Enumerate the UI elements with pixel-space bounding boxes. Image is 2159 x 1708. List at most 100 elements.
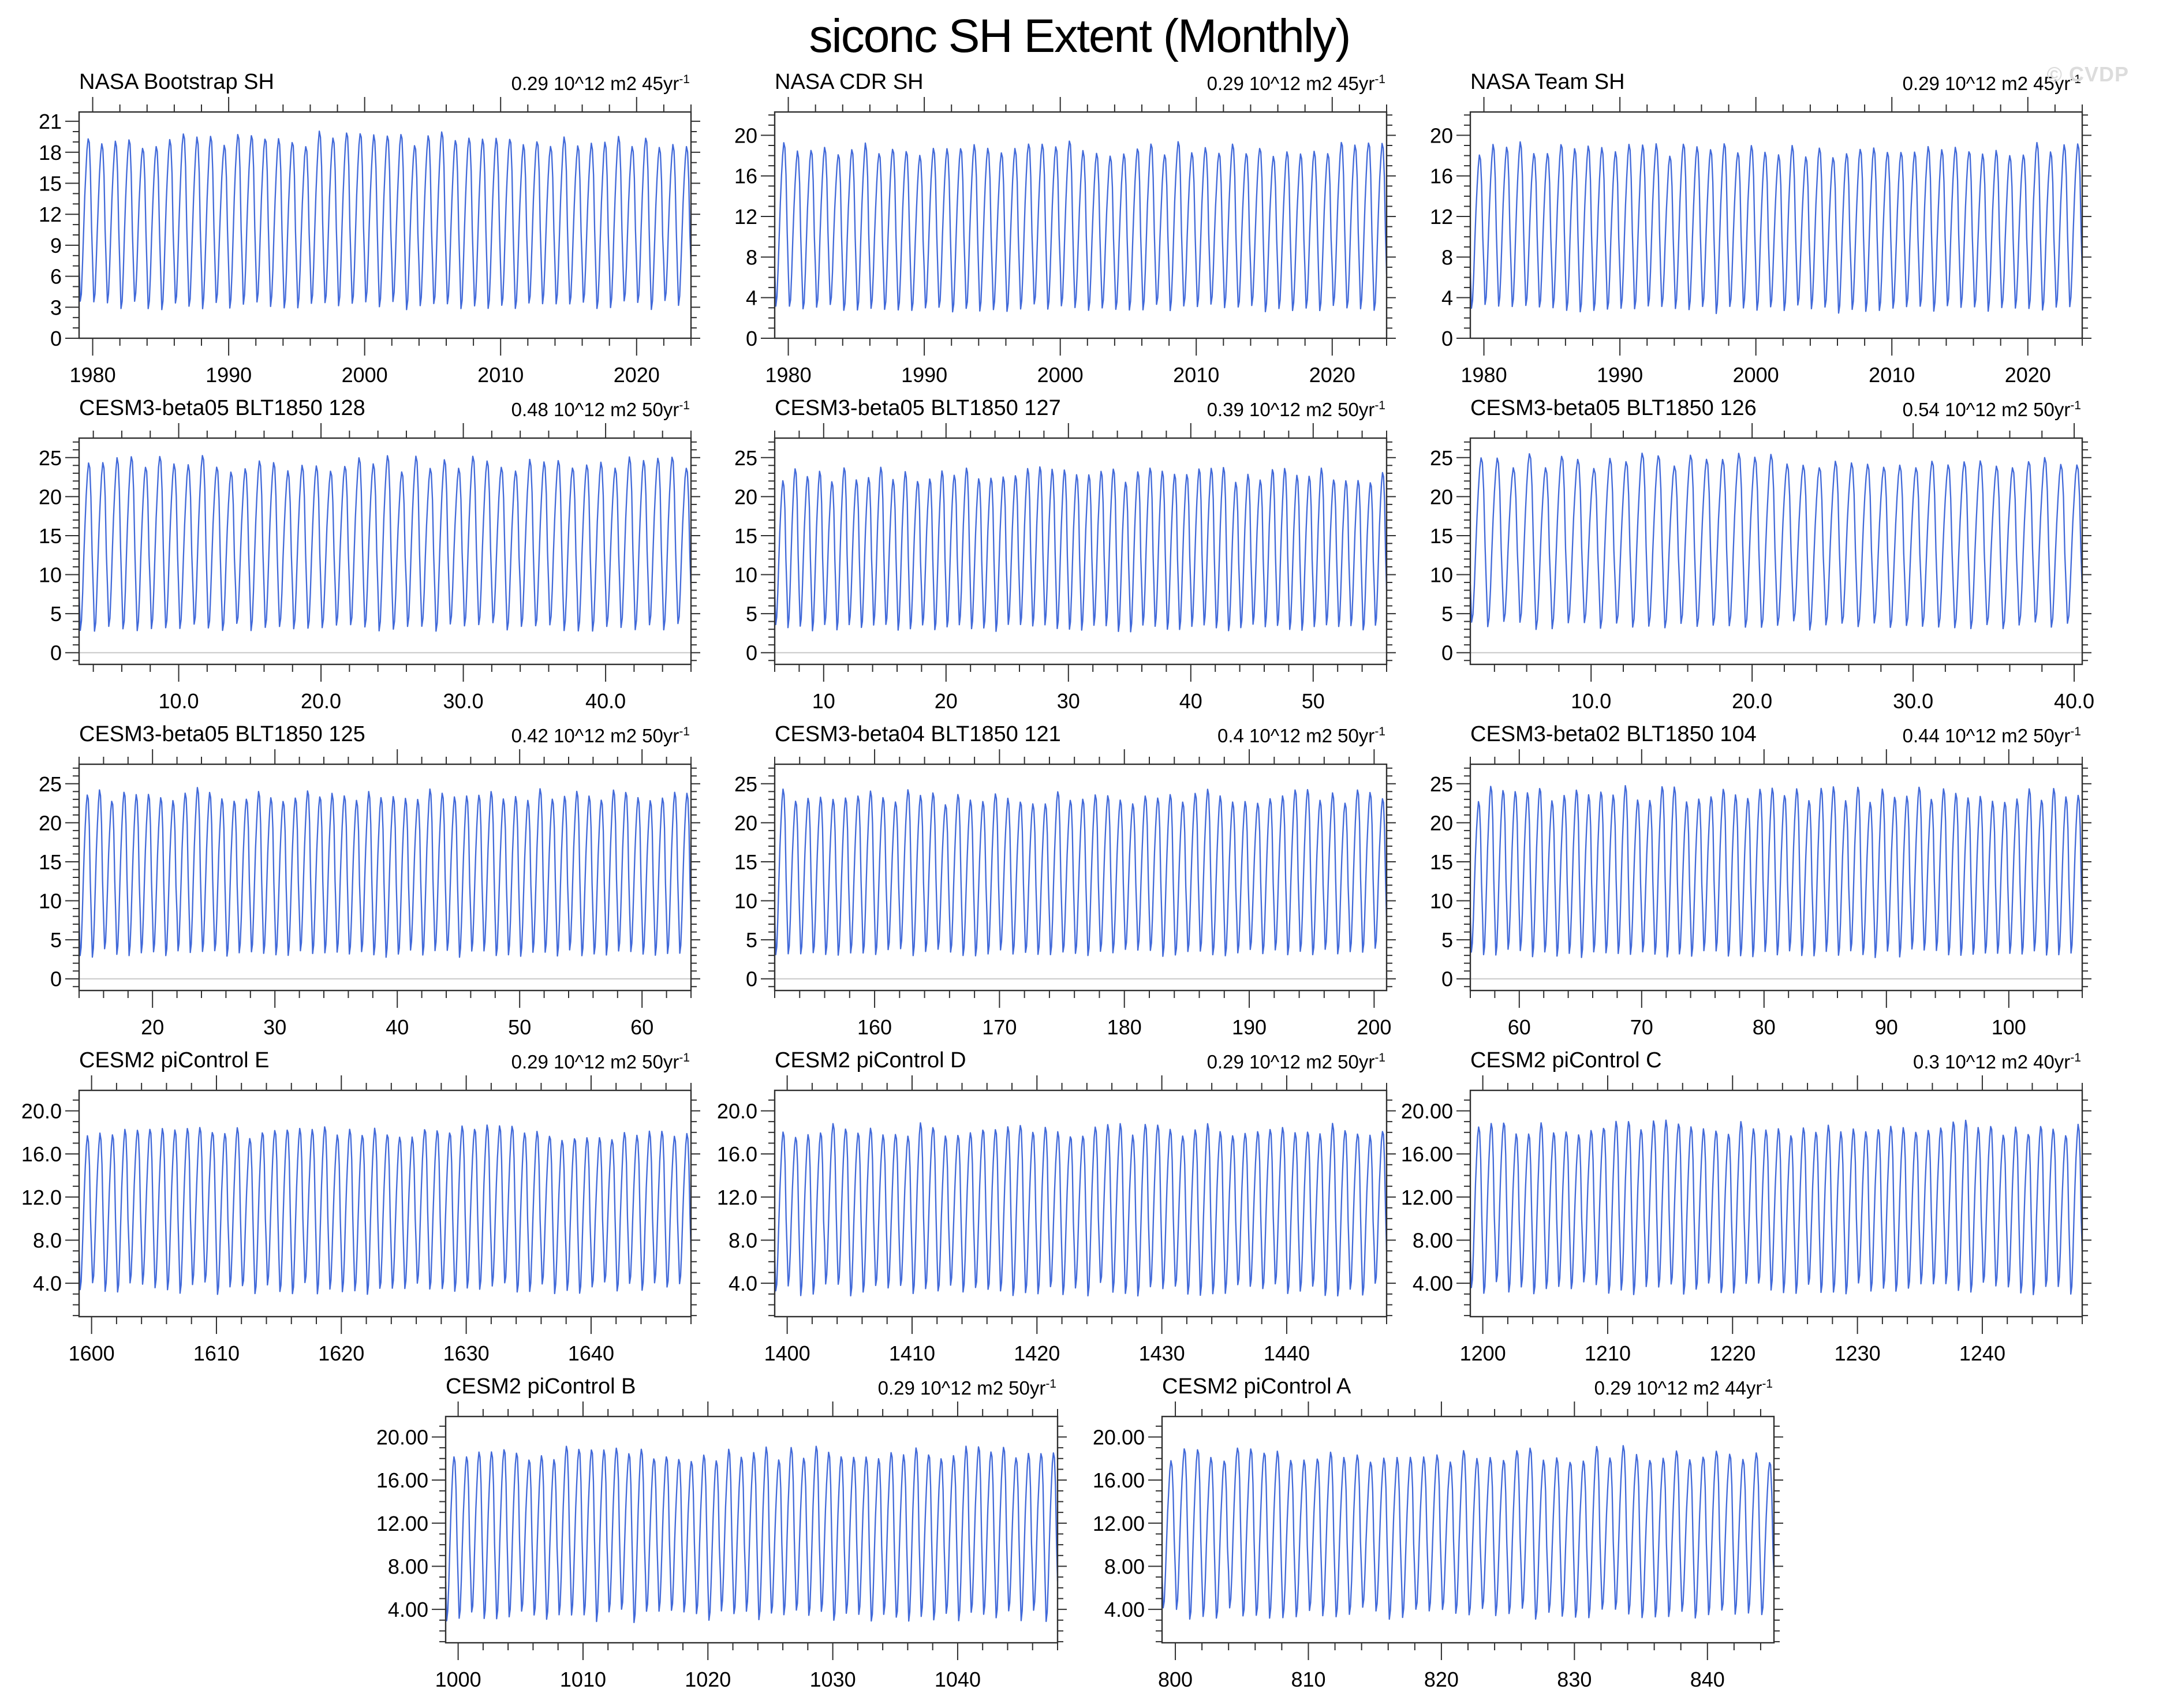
chart-canvas: 10.0 20.0 30.0 40.0 0 5 10 15 20 25 — [1430, 423, 2094, 713]
x-tick-label: 1600 — [69, 1341, 115, 1365]
panel-title: CESM3-beta02 BLT1850 104 — [1470, 722, 1757, 746]
x-tick-label: 1410 — [889, 1341, 935, 1365]
x-tick-label: 1030 — [810, 1668, 856, 1691]
x-tick-label: 1980 — [1461, 363, 1507, 387]
x-tick-label: 1440 — [1264, 1341, 1310, 1365]
y-tick-label: 0 — [746, 641, 757, 665]
y-tick-label: 8 — [746, 245, 757, 269]
x-tick-label: 1430 — [1139, 1341, 1185, 1365]
panel: CESM2 piControl A 0.29 10^12 m2 44yr-1 800… — [1090, 1374, 1786, 1698]
chart-canvas: 20 30 40 50 60 0 5 10 15 20 25 — [39, 749, 700, 1039]
charts-grid: NASA Bootstrap SH 0.29 10^12 m2 45yr-1 198… — [0, 69, 2159, 1698]
trend-annotation: 0.29 10^12 m2 45yr-1 — [511, 73, 690, 95]
y-tick-label: 12 — [734, 205, 757, 229]
panel-header: CESM2 piControl B 0.29 10^12 m2 50yr-1 — [373, 1374, 1069, 1399]
x-tick-label: 170 — [982, 1015, 1017, 1039]
y-tick-label: 12.00 — [1093, 1512, 1145, 1535]
chart-row: CESM2 piControl B 0.29 10^12 m2 50yr-1 100… — [7, 1374, 2152, 1698]
y-tick-label: 20 — [39, 485, 62, 509]
chart-canvas: 10 20 30 40 50 0 5 10 15 20 25 — [734, 423, 1396, 713]
x-tick-label: 20 — [935, 689, 958, 713]
trend-value: 0.29 10^12 m2 44yr — [1594, 1377, 1762, 1399]
y-tick-label: 10 — [39, 563, 62, 587]
x-tick-label: 40 — [1179, 689, 1202, 713]
chart-row: NASA Bootstrap SH 0.29 10^12 m2 45yr-1 198… — [7, 69, 2152, 393]
x-tick-label: 200 — [1357, 1015, 1391, 1039]
y-tick-label: 0 — [1441, 327, 1453, 350]
x-tick-label: 2000 — [342, 363, 388, 387]
chart-canvas: 1600 1610 1620 1630 1640 4.0 8.0 12.0 16.0 20.0 — [21, 1075, 700, 1365]
y-tick-label: 15 — [734, 850, 757, 874]
panel: CESM3-beta05 BLT1850 125 0.42 10^12 m2 50… — [7, 722, 703, 1045]
x-tick-label: 1420 — [1014, 1341, 1060, 1365]
x-tick-label: 90 — [1875, 1015, 1898, 1039]
trend-annotation: 0.39 10^12 m2 50yr-1 — [1207, 399, 1385, 421]
y-tick-label: 21 — [39, 110, 62, 133]
x-tick-label: 1210 — [1585, 1341, 1631, 1365]
page-title: siconc SH Extent (Monthly) — [809, 10, 1351, 62]
x-tick-label: 20.0 — [1732, 689, 1772, 713]
y-tick-label: 8.00 — [1413, 1228, 1453, 1252]
y-tick-label: 12 — [39, 203, 62, 226]
panel-header: CESM3-beta05 BLT1850 128 0.48 10^12 m2 50… — [7, 395, 703, 421]
trend-annotation: 0.54 10^12 m2 50yr-1 — [1903, 399, 2081, 421]
y-tick-label: 5 — [746, 928, 757, 952]
x-tick-label: 190 — [1232, 1015, 1267, 1039]
panel-header: CESM2 piControl E 0.29 10^12 m2 50yr-1 — [7, 1048, 703, 1073]
trend-annotation: 0.29 10^12 m2 50yr-1 — [511, 1051, 690, 1073]
chart-row: CESM3-beta05 BLT1850 125 0.42 10^12 m2 50… — [7, 722, 2152, 1045]
y-tick-label: 20 — [1430, 811, 1453, 835]
series-line — [774, 788, 1388, 957]
y-tick-label: 3 — [50, 296, 62, 319]
series-line — [78, 455, 692, 632]
panel-title: NASA CDR SH — [775, 70, 924, 94]
y-tick-label: 6 — [50, 265, 62, 289]
y-tick-label: 20 — [1430, 124, 1453, 147]
y-tick-label: 16.00 — [1401, 1142, 1453, 1166]
x-tick-label: 1620 — [318, 1341, 364, 1365]
y-tick-label: 8.0 — [33, 1228, 62, 1252]
x-tick-label: 2020 — [1309, 363, 1355, 387]
trend-value: 0.4 10^12 m2 50yr — [1217, 725, 1375, 746]
y-tick-label: 4.0 — [729, 1272, 757, 1295]
x-tick-label: 100 — [1992, 1015, 2026, 1039]
x-tick-label: 1230 — [1835, 1341, 1881, 1365]
plot-frame — [444, 1415, 1059, 1644]
trend-exponent: -1 — [1374, 1051, 1385, 1064]
x-tick-label: 40.0 — [585, 689, 626, 713]
y-tick-label: 8 — [1441, 245, 1453, 269]
y-tick-label: 5 — [746, 602, 757, 626]
y-tick-label: 0 — [1441, 967, 1453, 991]
x-tick-label: 30 — [1057, 689, 1080, 713]
y-tick-label: 16 — [1430, 165, 1453, 188]
y-tick-label: 15 — [39, 172, 62, 196]
trend-value: 0.48 10^12 m2 50yr — [511, 399, 679, 420]
y-tick-label: 12.0 — [21, 1186, 62, 1209]
chart-canvas: 800 810 820 830 840 4.00 8.00 12.00 16.00 20.00 — [1093, 1401, 1783, 1691]
trend-exponent: -1 — [1374, 399, 1385, 412]
y-tick-label: 10 — [1430, 889, 1453, 913]
trend-exponent: -1 — [1374, 725, 1385, 738]
series-line — [444, 1445, 1059, 1623]
y-tick-label: 15 — [734, 524, 757, 548]
series-line — [1161, 1445, 1775, 1620]
plot-frame — [78, 763, 692, 992]
series-line — [774, 140, 1388, 313]
y-tick-label: 0 — [746, 967, 757, 991]
plot-frame — [774, 763, 1388, 992]
y-tick-label: 5 — [50, 602, 62, 626]
y-tick-label: 20 — [39, 811, 62, 835]
panel: CESM3-beta02 BLT1850 104 0.44 10^12 m2 50… — [1398, 722, 2094, 1045]
y-tick-label: 15 — [1430, 524, 1453, 548]
trend-annotation: 0.29 10^12 m2 50yr-1 — [1207, 1051, 1385, 1073]
trend-value: 0.29 10^12 m2 50yr — [511, 1051, 679, 1072]
x-tick-label: 2010 — [1869, 363, 1915, 387]
y-tick-label: 0 — [50, 967, 62, 991]
panel: CESM2 piControl B 0.29 10^12 m2 50yr-1 100… — [373, 1374, 1069, 1698]
y-tick-label: 10 — [734, 563, 757, 587]
chart-row: CESM2 piControl E 0.29 10^12 m2 50yr-1 160… — [7, 1048, 2152, 1371]
x-tick-label: 180 — [1107, 1015, 1142, 1039]
trend-exponent: -1 — [1045, 1377, 1056, 1391]
x-tick-label: 80 — [1753, 1015, 1776, 1039]
trend-value: 0.29 10^12 m2 50yr — [877, 1377, 1046, 1399]
